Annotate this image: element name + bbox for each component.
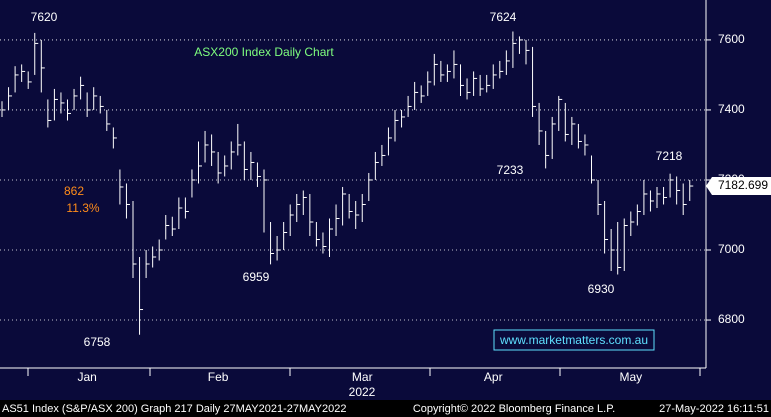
- x-tick-label: Mar: [352, 370, 373, 384]
- chart-title: ASX200 Index Daily Chart: [194, 45, 334, 59]
- x-tick-label: May: [619, 370, 642, 384]
- y-tick-label: 7000: [718, 242, 745, 256]
- annotation: 7218: [656, 149, 683, 163]
- footer-center: Copyright© 2022 Bloomberg Finance L.P.: [413, 403, 615, 415]
- annotation: 7624: [490, 10, 517, 24]
- annotation: 6758: [84, 335, 111, 349]
- x-tick-label: Apr: [484, 370, 503, 384]
- watermark: www.marketmatters.com.au: [499, 333, 648, 347]
- annotation: 6959: [243, 270, 270, 284]
- last-price-label: 7182.699: [718, 178, 768, 192]
- move-points: 862: [64, 184, 84, 198]
- y-tick-label: 6800: [718, 312, 745, 326]
- plot-background: [0, 0, 771, 400]
- y-tick-label: 7600: [718, 32, 745, 46]
- footer: AS51 Index (S&P/ASX 200) Graph 217 Daily…: [0, 400, 771, 417]
- x-tick-label: Feb: [208, 370, 229, 384]
- last-price-box: [706, 177, 771, 196]
- annotation: 7233: [497, 163, 524, 177]
- annotation: 6930: [588, 282, 615, 296]
- footer-left: AS51 Index (S&P/ASX 200) Graph 217 Daily…: [2, 403, 346, 415]
- footer-right: 27-May-2022 16:11:51: [659, 403, 769, 415]
- annotation: 7620: [31, 10, 58, 24]
- x-sublabel: 2022: [349, 385, 376, 399]
- y-tick-label: 7400: [718, 102, 745, 116]
- footer-background: [0, 400, 771, 417]
- x-tick-label: Jan: [77, 370, 96, 384]
- move-percent: 11.3%: [66, 201, 99, 215]
- watermark-box: [493, 329, 655, 351]
